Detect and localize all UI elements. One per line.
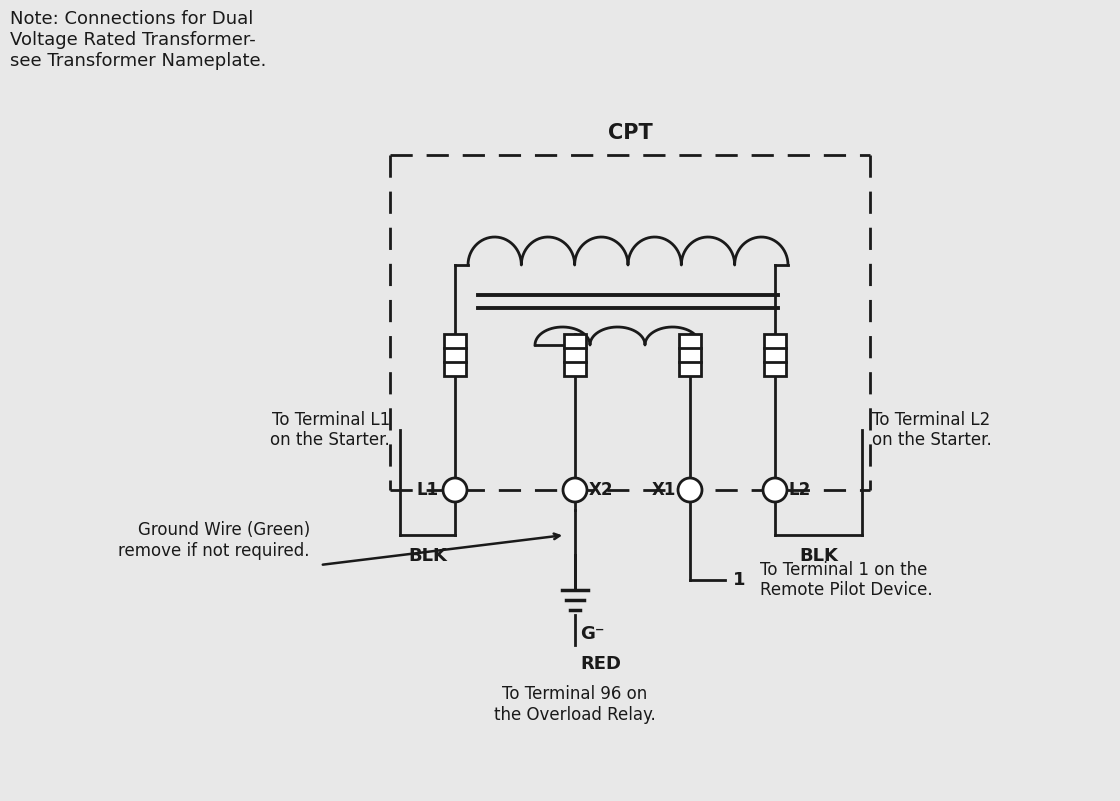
Text: To Terminal L2
on the Starter.: To Terminal L2 on the Starter. [872,411,991,449]
Text: RED: RED [580,655,620,673]
Text: X1: X1 [652,481,676,499]
Circle shape [678,478,702,502]
Text: Ground Wire (Green)
remove if not required.: Ground Wire (Green) remove if not requir… [119,521,310,560]
Text: BLK: BLK [799,547,838,565]
Bar [679,334,701,376]
Text: CPT: CPT [608,123,652,143]
Circle shape [563,478,587,502]
Text: To Terminal 1 on the
Remote Pilot Device.: To Terminal 1 on the Remote Pilot Device… [760,561,933,599]
Bar [564,334,586,376]
Text: Note: Connections for Dual
Voltage Rated Transformer-
see Transformer Nameplate.: Note: Connections for Dual Voltage Rated… [10,10,267,70]
Text: BLK: BLK [408,547,447,565]
Text: 1: 1 [732,571,746,589]
Text: To Terminal 96 on
the Overload Relay.: To Terminal 96 on the Overload Relay. [494,685,656,724]
Text: L2: L2 [788,481,811,499]
Circle shape [444,478,467,502]
Circle shape [763,478,787,502]
Bar [764,334,786,376]
Text: X2: X2 [589,481,614,499]
Bar [444,334,466,376]
Text: To Terminal L1
on the Starter.: To Terminal L1 on the Starter. [270,411,390,449]
Text: L1: L1 [417,481,439,499]
Text: G⁻: G⁻ [580,625,605,643]
